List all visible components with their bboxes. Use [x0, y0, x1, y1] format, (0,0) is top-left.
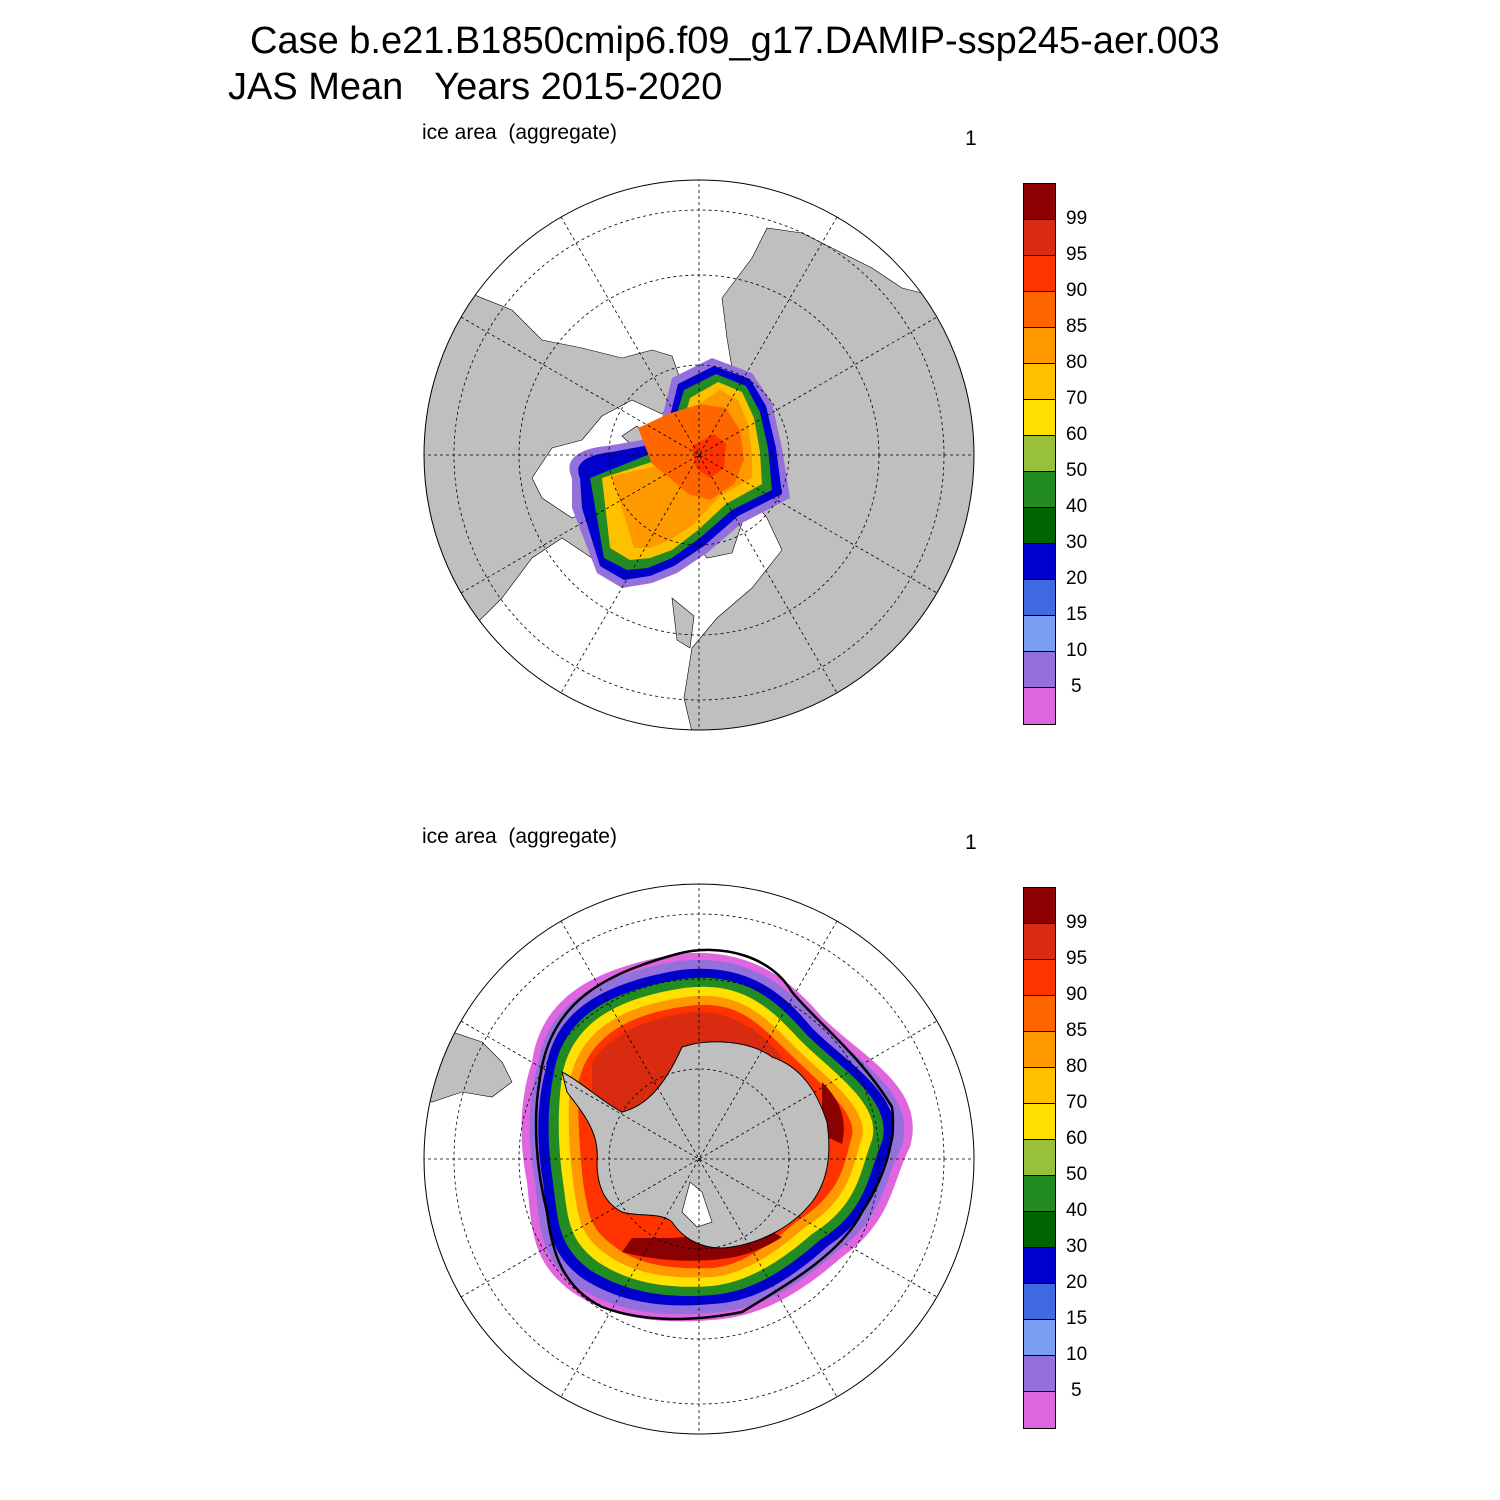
- colorbar-label: 20: [1066, 568, 1088, 589]
- colorbar-label: 10: [1066, 640, 1088, 661]
- colorbar-label: 80: [1066, 1056, 1088, 1077]
- colorbar-label: 95: [1066, 948, 1088, 969]
- colorbar-label: 40: [1066, 496, 1088, 517]
- colorbar-box: [1024, 616, 1055, 652]
- colorbar-box: [1024, 580, 1055, 616]
- colorbar-box: [1024, 364, 1055, 400]
- arctic-map: [423, 179, 975, 731]
- colorbar-box: [1024, 1392, 1055, 1428]
- colorbar-label: 50: [1066, 1164, 1088, 1185]
- colorbar-label: 15: [1066, 604, 1088, 625]
- panel-title-south: ice area (aggregate): [422, 825, 617, 848]
- colorbar-box: [1024, 184, 1055, 220]
- colorbar-box: [1024, 544, 1055, 580]
- colorbar-label: 85: [1066, 1020, 1088, 1041]
- colorbar-label: 70: [1066, 388, 1088, 409]
- colorbar-label: 10: [1066, 1344, 1088, 1365]
- colorbar-label: 80: [1066, 352, 1088, 373]
- colorbar-label: 70: [1066, 1092, 1088, 1113]
- colorbar-box: [1024, 888, 1055, 924]
- colorbar-box: [1024, 1212, 1055, 1248]
- colorbar-box: [1024, 1284, 1055, 1320]
- colorbar-box: [1024, 508, 1055, 544]
- colorbar-label: 99: [1066, 912, 1088, 933]
- colorbar-box: [1024, 472, 1055, 508]
- figure-title-period: JAS Mean Years 2015-2020: [228, 66, 723, 108]
- colorbar-box: [1024, 1176, 1055, 1212]
- colorbar-label: 40: [1066, 1200, 1088, 1221]
- colorbar-north: [1023, 183, 1056, 725]
- colorbar-box: [1024, 1248, 1055, 1284]
- colorbar-label: 30: [1066, 1236, 1088, 1257]
- colorbar-label: 85: [1066, 316, 1088, 337]
- colorbar-box: [1024, 924, 1055, 960]
- colorbar-label: 60: [1066, 424, 1088, 445]
- arctic-sea-ice: [569, 358, 790, 588]
- colorbar-box: [1024, 1104, 1055, 1140]
- colorbar-label: 99: [1066, 208, 1088, 229]
- colorbar-label: 90: [1066, 280, 1088, 301]
- antarctica-land: [561, 1041, 830, 1249]
- colorbar-label: 60: [1066, 1128, 1088, 1149]
- observed-ice-edge-line: [534, 948, 895, 1321]
- panel-title-north: ice area (aggregate): [422, 121, 617, 144]
- colorbar-box: [1024, 1032, 1055, 1068]
- colorbar-label: 5: [1071, 676, 1082, 697]
- colorbar-label: 20: [1066, 1272, 1088, 1293]
- colorbar-label: 90: [1066, 984, 1088, 1005]
- antarctic-graticule: [424, 884, 974, 1434]
- colorbar-box: [1024, 1320, 1055, 1356]
- colorbar-box: [1024, 436, 1055, 472]
- colorbar-box: [1024, 1140, 1055, 1176]
- colorbar-box: [1024, 996, 1055, 1032]
- colorbar-box: [1024, 1068, 1055, 1104]
- colorbar-box: [1024, 1356, 1055, 1392]
- colorbar-box: [1024, 400, 1055, 436]
- colorbar-label: 95: [1066, 244, 1088, 265]
- colorbar-box: [1024, 292, 1055, 328]
- colorbar-box: [1024, 688, 1055, 724]
- arctic-graticule: [424, 180, 974, 730]
- colorbar-label: 5: [1071, 1380, 1082, 1401]
- colorbar-box: [1024, 652, 1055, 688]
- panel-number-south: 1: [965, 831, 977, 854]
- antarctic-map: [423, 883, 975, 1435]
- ross-ice-shelf: [681, 1181, 713, 1228]
- colorbar-south: [1023, 887, 1056, 1429]
- colorbar-label: 50: [1066, 460, 1088, 481]
- panel-number-north: 1: [965, 127, 977, 150]
- colorbar-box: [1024, 328, 1055, 364]
- colorbar-label: 15: [1066, 1308, 1088, 1329]
- colorbar-label: 30: [1066, 532, 1088, 553]
- colorbar-box: [1024, 960, 1055, 996]
- colorbar-box: [1024, 256, 1055, 292]
- figure-title-case: Case b.e21.B1850cmip6.f09_g17.DAMIP-ssp2…: [250, 20, 1220, 62]
- colorbar-box: [1024, 220, 1055, 256]
